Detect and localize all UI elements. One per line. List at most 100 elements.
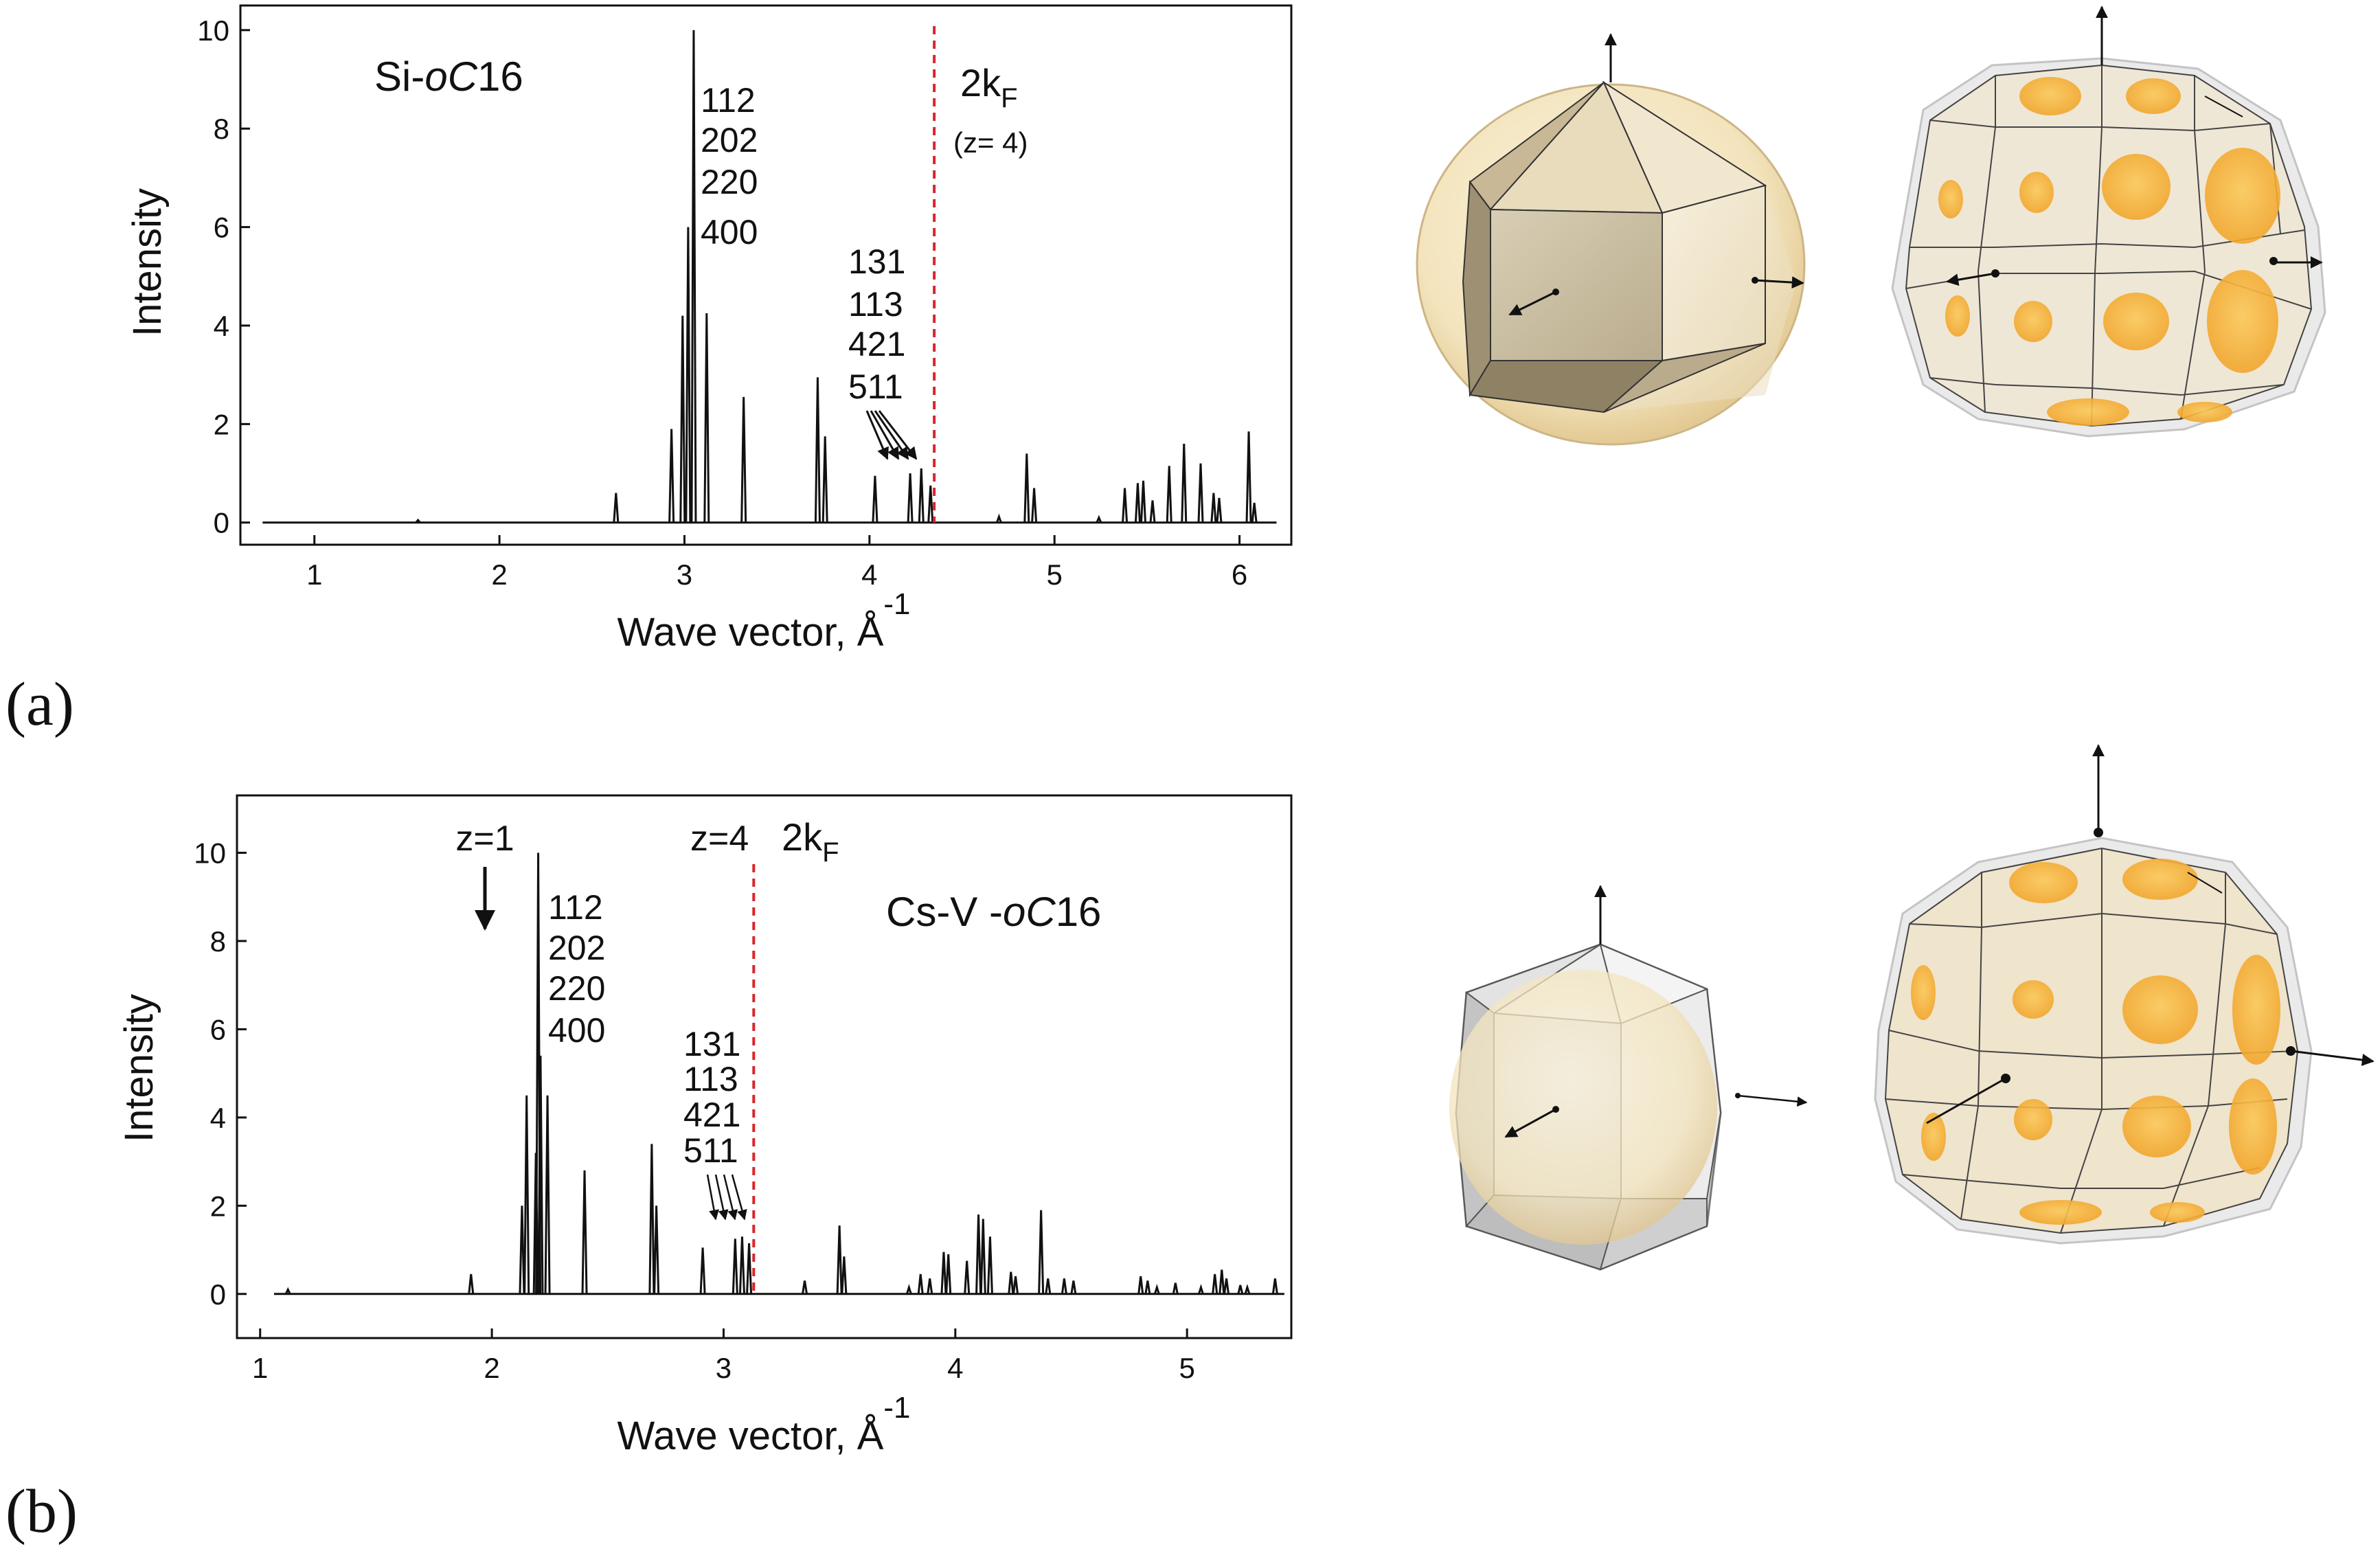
y-axis-label-a: Intensity <box>125 188 170 337</box>
diffraction-peak <box>537 1055 544 1294</box>
brillouin-zone-small-b <box>1449 885 1808 1271</box>
diffraction-peak <box>1223 1278 1230 1294</box>
svg-text:113: 113 <box>683 1060 738 1098</box>
x-ticks-a: 1 2 3 4 5 6 <box>306 535 1247 591</box>
peaks-a <box>415 30 1258 523</box>
diffraction-peak <box>1045 1278 1052 1294</box>
diffraction-peak <box>746 1243 753 1294</box>
diffraction-peak <box>523 1095 530 1294</box>
diffraction-peak <box>1219 1269 1225 1294</box>
reflections-group1-b: 112 202 220 400 <box>548 888 605 1050</box>
diffraction-peak <box>732 1238 738 1294</box>
brillouin-zone-small-a <box>1416 33 1806 446</box>
diffraction-peak <box>907 473 914 523</box>
diffraction-peak <box>685 227 692 523</box>
diffraction-peak <box>1197 463 1204 523</box>
diffraction-peak <box>1031 488 1038 523</box>
diffraction-peak <box>841 1256 848 1294</box>
diffraction-peak <box>1153 1284 1160 1295</box>
chart-b: 1 2 3 4 5 0 2 4 6 8 10 z=1 z=4 2kF Cs-V -oC16 112… <box>117 794 1293 1458</box>
svg-text:2kF: 2kF <box>960 61 1018 113</box>
x-tick-label: 3 <box>677 558 692 591</box>
chart-a: 1 2 3 4 5 6 0 2 4 6 8 10 Si-oC16 112 202 220 400 1… <box>125 4 1293 655</box>
z1-marker-b: z=1 <box>455 819 514 931</box>
brillouin-zone-large-a <box>1891 5 2326 438</box>
y-tick-label: 10 <box>194 837 226 869</box>
y-tick-label: 4 <box>210 1102 226 1134</box>
svg-text:220: 220 <box>701 163 758 201</box>
diffraction-peak <box>1140 480 1147 523</box>
x-tick-label: 4 <box>861 558 877 591</box>
diffraction-peak <box>814 377 821 523</box>
diffraction-peak <box>1212 1274 1219 1294</box>
brillouin-zone-large-b <box>1874 744 2375 1245</box>
svg-text:z=4: z=4 <box>690 819 749 859</box>
y-ticks-b: 0 2 4 6 8 10 <box>194 837 247 1311</box>
y-tick-label: 6 <box>210 1013 226 1045</box>
diffraction-peak <box>964 1260 971 1294</box>
diffraction-peak <box>1023 453 1030 523</box>
plot-frame-b <box>236 794 1293 1339</box>
y-tick-label: 8 <box>210 925 226 958</box>
x-tick-label: 4 <box>947 1352 963 1384</box>
reflections-group2-b: 131 113 421 511 <box>683 1025 740 1170</box>
diffraction-peak <box>1012 1276 1019 1294</box>
diffraction-peak <box>979 1219 986 1294</box>
diffraction-peak <box>1038 1210 1045 1294</box>
svg-text:2kF: 2kF <box>782 815 839 868</box>
x-axis-label-a: Wave vector, Å-1 <box>617 587 911 655</box>
y-tick-label: 10 <box>197 14 229 47</box>
diffraction-peak <box>917 1274 924 1294</box>
y-tick-label: 8 <box>214 113 229 145</box>
diffraction-peak <box>1271 1278 1278 1294</box>
diffraction-peak <box>690 30 697 523</box>
svg-text:511: 511 <box>683 1131 738 1170</box>
x-tick-label: 2 <box>484 1352 499 1384</box>
diffraction-peak <box>1149 500 1156 523</box>
reflection-arrows-b <box>706 1174 747 1221</box>
svg-text:400: 400 <box>701 213 758 251</box>
y-tick-label: 6 <box>214 212 229 244</box>
y-tick-label: 2 <box>210 1190 226 1222</box>
diffraction-peak <box>468 1274 475 1294</box>
diffraction-peak <box>519 1206 525 1294</box>
diffraction-peak <box>668 429 675 523</box>
y-tick-label: 4 <box>214 310 229 342</box>
svg-text:421: 421 <box>683 1096 740 1134</box>
svg-text:z=1: z=1 <box>455 819 514 859</box>
diffraction-peak <box>1070 1280 1077 1295</box>
x-tick-label: 3 <box>716 1352 732 1384</box>
diffraction-peak <box>1237 1284 1244 1295</box>
diffraction-peak <box>918 468 925 523</box>
diffraction-peak <box>653 1206 660 1294</box>
diffraction-peak <box>986 1236 993 1294</box>
diffraction-peak <box>1008 1271 1015 1294</box>
svg-text:112: 112 <box>701 81 756 120</box>
x-axis-label-b: Wave vector, Å-1 <box>617 1391 911 1458</box>
diffraction-peak <box>1172 1282 1179 1295</box>
svg-text:202: 202 <box>701 121 758 159</box>
reflection-arrows-a <box>865 410 918 460</box>
svg-text:(z= 4): (z= 4) <box>953 126 1028 159</box>
x-tick-label: 1 <box>306 558 322 591</box>
diffraction-peak <box>1251 502 1258 523</box>
diffraction-peak <box>1144 1280 1151 1295</box>
diffraction-peak <box>738 1236 745 1294</box>
diffraction-peak <box>1210 493 1217 523</box>
svg-text:202: 202 <box>548 929 605 967</box>
diffraction-peak <box>821 436 828 523</box>
panel-label-b: (b) <box>5 1478 78 1546</box>
y-tick-label: 0 <box>210 1278 226 1311</box>
diffraction-peak <box>1197 1284 1204 1295</box>
x-tick-label: 6 <box>1232 558 1247 591</box>
diffraction-peak <box>544 1095 551 1294</box>
svg-text:220: 220 <box>548 969 605 1008</box>
diffraction-peak <box>975 1214 982 1294</box>
svg-text:421: 421 <box>848 325 905 363</box>
diffraction-peak <box>679 315 686 523</box>
y-axis-label-b: Intensity <box>117 994 161 1142</box>
diffraction-peak <box>1245 431 1252 523</box>
x-tick-label: 5 <box>1179 1352 1195 1384</box>
diffraction-peak <box>1137 1276 1144 1294</box>
